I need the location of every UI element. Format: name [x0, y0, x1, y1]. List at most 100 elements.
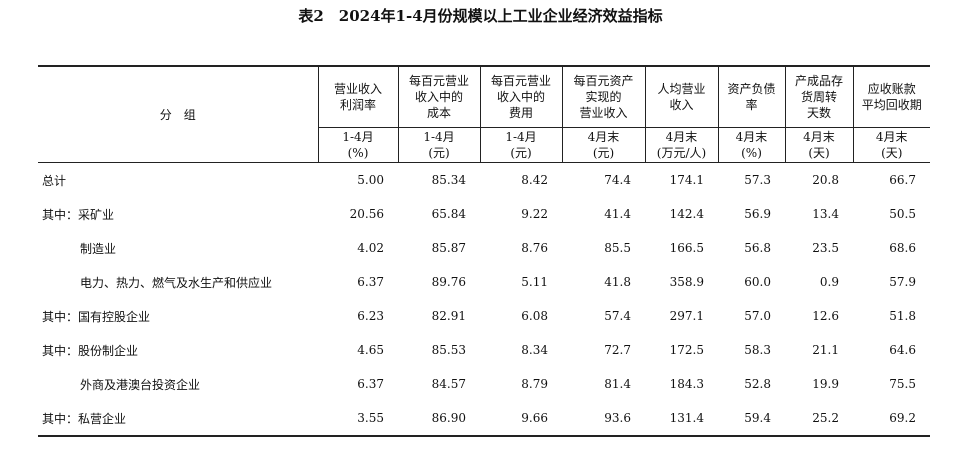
- value-cell: 5.00: [357, 173, 384, 187]
- row-label: 其中：采矿业: [42, 207, 115, 222]
- header-row: 分 组 营业收入 利润率 每百元营业 收入中的 成本 每百元营业 收入中的 费用 每百元资产 实现…: [38, 66, 930, 128]
- value-cell: 41.8: [604, 275, 631, 289]
- value-cell: 57.4: [604, 309, 631, 323]
- value-cell: 82.91: [431, 309, 466, 323]
- column-header: 每百元营业 收入中的 成本: [397, 66, 480, 128]
- value-cell: 5.11: [521, 275, 548, 289]
- header-line: 营业收入: [333, 82, 382, 96]
- header-line: 每百元营业: [408, 74, 469, 88]
- header-line: 应收账款: [867, 82, 916, 96]
- data-row: 总计 5.00 85.34 8.42 74.4 174.1 57.3 20.8 66.7: [38, 163, 930, 198]
- unit-cell: 4月末 (天): [784, 127, 853, 163]
- value-cell: 75.5: [889, 377, 916, 391]
- header-line: 产成品存: [794, 74, 843, 88]
- column-header: 资产负债率: [717, 66, 785, 128]
- header-line: 天数: [806, 106, 831, 120]
- value-cell: 51.8: [889, 309, 916, 323]
- unit: (天): [808, 146, 830, 160]
- unit-cell: 1-4月 (%): [317, 127, 398, 163]
- unit-cell: 4月末 (万元/人): [644, 127, 718, 163]
- value-cell: 25.2: [812, 411, 839, 425]
- period: 4月末: [803, 130, 835, 144]
- value-cell: 72.7: [604, 343, 631, 357]
- value-cell: 8.34: [521, 343, 548, 357]
- row-label: 总计: [42, 173, 67, 188]
- value-cell: 20.56: [349, 207, 384, 221]
- value-cell: 6.37: [357, 275, 384, 289]
- column-header: 人均营业 收入: [644, 66, 718, 128]
- value-cell: 89.76: [431, 275, 466, 289]
- header-line: 实现的: [585, 90, 622, 104]
- column-header: 产成品存 货周转 天数: [784, 66, 853, 128]
- row-label: 其中：股份制企业: [42, 343, 139, 358]
- value-cell: 0.9: [819, 275, 839, 289]
- value-cell: 57.0: [744, 309, 771, 323]
- value-cell: 9.22: [521, 207, 548, 221]
- value-cell: 64.6: [889, 343, 916, 357]
- row-label: 其中：国有控股企业: [42, 309, 151, 324]
- header-line: 每百元资产: [573, 74, 634, 88]
- value-cell: 4.02: [357, 241, 384, 255]
- header-line: 人均营业: [657, 82, 706, 96]
- unit: (万元/人): [656, 146, 707, 160]
- value-cell: 68.6: [889, 241, 916, 255]
- header-line: 每百元营业: [490, 74, 551, 88]
- unit-cell: 4月末 (天): [852, 127, 930, 163]
- value-cell: 65.84: [431, 207, 466, 221]
- value-cell: 3.55: [357, 411, 384, 425]
- value-cell: 85.5: [604, 241, 631, 255]
- value-cell: 21.1: [812, 343, 839, 357]
- value-cell: 4.65: [357, 343, 384, 357]
- value-cell: 60.0: [744, 275, 771, 289]
- period: 1-4月: [505, 130, 537, 144]
- unit-row: 1-4月 (%) 1-4月 (元) 1-4月 (元) 4月末 (元) 4月末 (万元/人) 4月末 (…: [38, 127, 930, 163]
- value-cell: 12.6: [812, 309, 839, 323]
- header-line: 收入中的: [496, 90, 545, 104]
- value-cell: 297.1: [669, 309, 704, 323]
- header-line: 资产负债: [727, 82, 776, 96]
- value-cell: 56.9: [744, 207, 771, 221]
- value-cell: 23.5: [812, 241, 839, 255]
- header-line: 收入中的: [414, 90, 463, 104]
- period: 4月末: [875, 130, 908, 144]
- period: 4月末: [735, 130, 768, 144]
- column-header: 营业收入 利润率: [317, 66, 398, 128]
- value-cell: 85.53: [431, 343, 466, 357]
- header-line: 收入: [669, 98, 694, 112]
- header-line: 费用: [508, 106, 533, 120]
- value-cell: 84.57: [431, 377, 466, 391]
- data-row: 电力、热力、燃气及水生产和供应业 6.37 89.76 5.11 41.8 358.9 60…: [38, 265, 930, 299]
- value-cell: 93.6: [604, 411, 631, 425]
- data-row: 制造业 4.02 85.87 8.76 85.5 166.5 56.8 23.5 68.6: [38, 231, 930, 265]
- header-line: 率: [745, 98, 758, 112]
- unit: (%): [347, 146, 369, 160]
- value-cell: 85.34: [431, 173, 466, 187]
- header-line: 平均回收期: [861, 98, 922, 112]
- value-cell: 6.08: [521, 309, 548, 323]
- value-cell: 142.4: [669, 207, 704, 221]
- value-cell: 13.4: [812, 207, 839, 221]
- data-row: 其中：国有控股企业 6.23 82.91 6.08 57.4 297.1 57.0 12.6 5…: [38, 299, 930, 333]
- value-cell: 69.2: [889, 411, 916, 425]
- value-cell: 52.8: [744, 377, 771, 391]
- period: 1-4月: [423, 130, 455, 144]
- column-header: 应收账款 平均回收期: [852, 66, 930, 128]
- table-title: 表2 2024年1-4月份规模以上工业企业经济效益指标: [298, 7, 663, 25]
- column-header: 每百元资产实现的营业收入: [561, 66, 645, 128]
- value-cell: 166.5: [669, 241, 704, 255]
- value-cell: 74.4: [604, 173, 631, 187]
- header-line: 营业收入: [579, 106, 628, 120]
- group-header: 分 组: [159, 107, 196, 122]
- value-cell: 56.8: [744, 241, 771, 255]
- value-cell: 358.9: [669, 275, 704, 289]
- value-cell: 6.23: [357, 309, 384, 323]
- value-cell: 85.87: [431, 241, 466, 255]
- value-cell: 8.42: [521, 173, 548, 187]
- unit-cell: 4月末 (元): [561, 127, 645, 163]
- value-cell: 57.3: [744, 173, 771, 187]
- value-cell: 9.66: [521, 411, 548, 425]
- unit-cell: 1-4月 (元): [397, 127, 480, 163]
- value-cell: 174.1: [669, 173, 704, 187]
- data-row: 其中：私营企业 3.55 86.90 9.66 93.6 131.4 59.4 25.2 69.…: [38, 401, 930, 436]
- value-cell: 19.9: [812, 377, 839, 391]
